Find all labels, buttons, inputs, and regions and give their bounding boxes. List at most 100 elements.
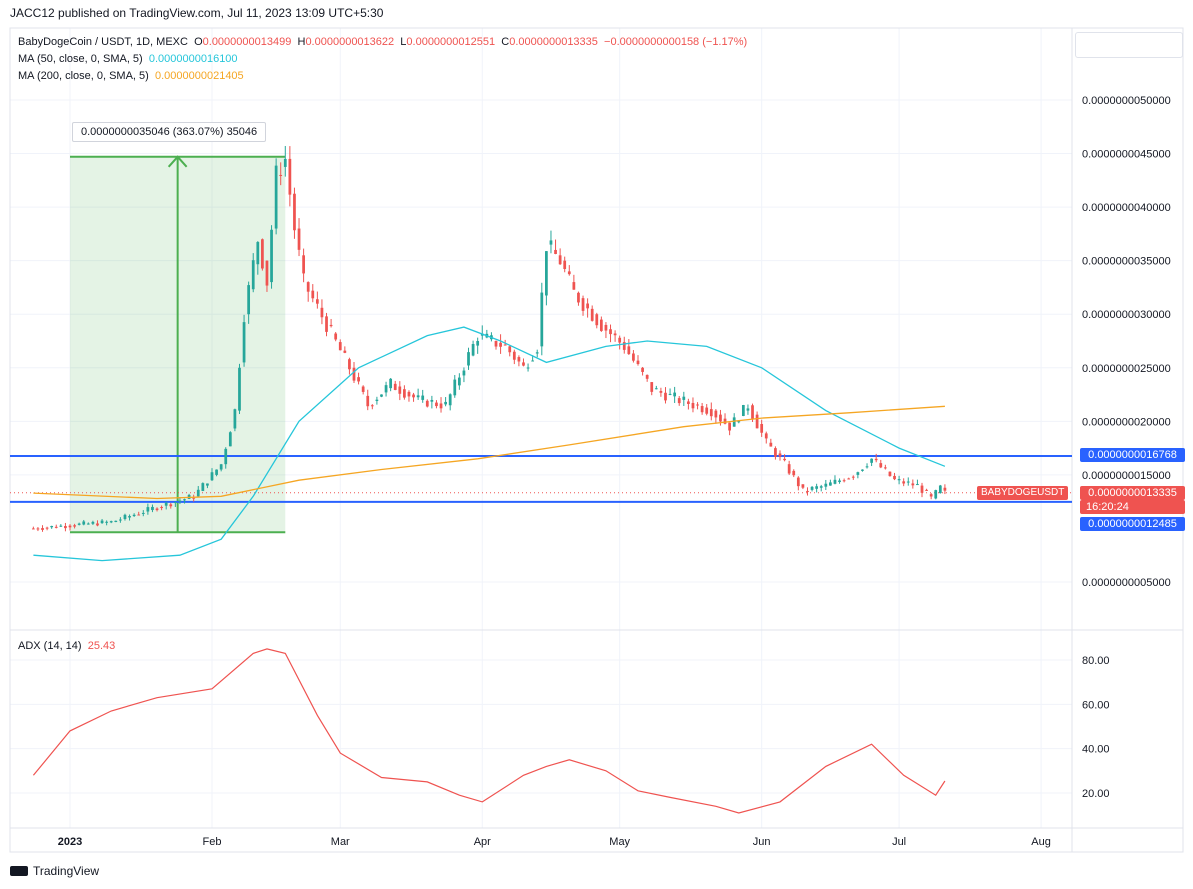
- candle-body: [91, 521, 95, 524]
- candle-body: [709, 409, 713, 417]
- candle-body: [567, 271, 571, 275]
- candle-body: [183, 499, 186, 501]
- candle-body: [769, 442, 773, 447]
- candle-body: [73, 525, 76, 527]
- candle-body: [677, 398, 681, 404]
- last-price-tag: 0.0000000013335: [1080, 486, 1185, 500]
- candle-body: [439, 403, 443, 409]
- measure-tool: [70, 155, 286, 534]
- ma200-line: [33, 405, 945, 500]
- y-tick-label: 0.0000000040000: [1082, 202, 1171, 214]
- candle-body: [444, 401, 447, 405]
- candle-body: [270, 229, 273, 283]
- candle-body: [531, 360, 535, 362]
- candle-body: [86, 523, 90, 525]
- candle-body: [719, 414, 722, 422]
- horizontal-lines: [10, 454, 1072, 503]
- candle-body: [196, 489, 200, 497]
- candle-body: [54, 526, 58, 528]
- candle-body: [856, 472, 860, 475]
- upper-line-price-tag: 0.0000000016768: [1080, 448, 1185, 462]
- candle-body: [77, 523, 81, 525]
- legend-ma200-value: 0.0000000021405: [154, 70, 244, 82]
- legend-l-label: L: [400, 36, 407, 48]
- y-tick-label: 0.0000000020000: [1082, 416, 1171, 428]
- candle-body: [421, 395, 425, 400]
- measure-arrow-head: [167, 155, 188, 168]
- candle-body: [325, 316, 328, 332]
- candle-body: [787, 464, 791, 474]
- candle-body: [874, 458, 878, 461]
- candle-body: [673, 392, 677, 397]
- candle-body: [151, 506, 154, 511]
- y-axis-labels: 0.0000000050000 0.0000000045000 0.00000000…: [1082, 95, 1171, 800]
- y-tick-label: 0.0000000030000: [1082, 309, 1171, 321]
- x-tick-label: May: [609, 836, 630, 848]
- candle-body: [622, 342, 626, 350]
- candle-body: [760, 424, 764, 433]
- measure-label[interactable]: 0.0000000035046 (363.07%) 35046: [72, 122, 267, 142]
- candle-body: [201, 483, 205, 491]
- candle-body: [306, 282, 310, 292]
- x-tick-label: Apr: [474, 836, 491, 848]
- candle-body: [851, 476, 855, 478]
- candle-body: [219, 464, 223, 470]
- adx-pane: [32, 648, 946, 814]
- candle-body: [169, 504, 173, 507]
- candle-body: [700, 406, 704, 413]
- candle-body: [522, 362, 525, 366]
- candle-body: [462, 370, 466, 376]
- published-header: JACC12 published on TradingView.com, Jul…: [10, 6, 384, 20]
- candle-body: [636, 360, 640, 365]
- candle-body: [783, 458, 786, 461]
- candle-body: [902, 481, 906, 484]
- candle-body: [778, 453, 782, 457]
- candle-body: [425, 400, 429, 407]
- candle-body: [256, 242, 260, 265]
- candle-body: [476, 341, 480, 346]
- candle-body: [833, 479, 837, 484]
- candle-body: [888, 471, 892, 477]
- chart-frame: [9, 27, 1184, 853]
- legend-h-label: H: [297, 36, 306, 48]
- candle-body: [453, 379, 457, 396]
- candle-body: [119, 519, 122, 521]
- y-tick-label: 0.0000000035000: [1082, 256, 1171, 268]
- candle-body: [343, 350, 347, 353]
- y-tick-label: 0.0000000005000: [1082, 577, 1171, 589]
- candle-body: [160, 507, 163, 509]
- candle-body: [540, 292, 544, 347]
- candle-body: [31, 528, 35, 530]
- candle-body: [911, 483, 915, 486]
- x-tick-label: Feb: [203, 836, 222, 848]
- candle-body: [137, 514, 141, 516]
- candle-body: [934, 490, 938, 499]
- candle-body: [549, 240, 553, 245]
- candle-body: [746, 408, 750, 411]
- x-tick-label: Aug: [1031, 836, 1051, 848]
- candle-body: [457, 377, 461, 386]
- candle-body: [526, 367, 530, 369]
- candle-body: [384, 385, 388, 393]
- candle-body: [155, 508, 159, 511]
- candle-body: [366, 395, 370, 407]
- candle-body: [732, 417, 736, 427]
- candle-body: [370, 405, 374, 407]
- candle-body: [50, 525, 54, 528]
- candle-body: [494, 341, 498, 347]
- candle-body: [471, 343, 475, 356]
- candle-body: [581, 298, 585, 311]
- candle-body: [906, 481, 910, 483]
- candle-body: [545, 251, 548, 296]
- candle-body: [599, 319, 603, 331]
- candle-body: [512, 351, 516, 360]
- candle-body: [893, 475, 896, 480]
- candle-body: [251, 260, 255, 290]
- footer-brand: TradingView: [33, 864, 100, 878]
- adx-tick-label: 60.00: [1082, 699, 1110, 711]
- candle-body: [627, 346, 631, 355]
- candle-body: [206, 483, 209, 486]
- candle-body: [883, 467, 887, 469]
- legend-ma50-label: MA (50, close, 0, SMA, 5): [18, 53, 143, 65]
